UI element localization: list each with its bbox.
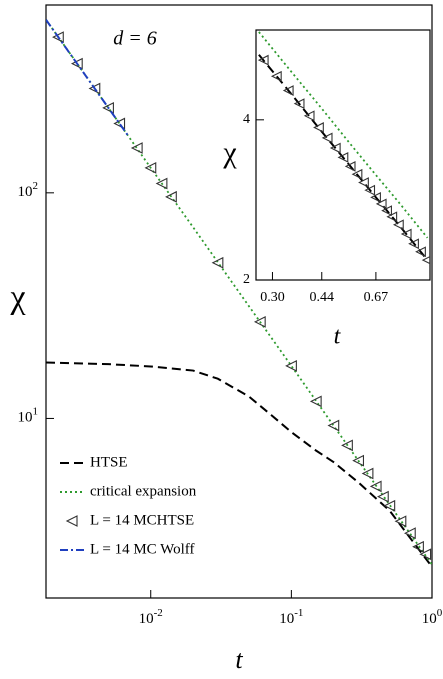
tick-label-base: 0.44 bbox=[310, 290, 335, 305]
x-axis-label: t bbox=[334, 324, 342, 350]
marker bbox=[270, 70, 282, 82]
y-axis-label: χ bbox=[222, 136, 237, 169]
tick-label-base: 10 bbox=[18, 410, 33, 426]
marker bbox=[155, 177, 168, 190]
marker bbox=[309, 395, 322, 408]
marker bbox=[257, 54, 269, 66]
tick-label-exponent: -1 bbox=[294, 607, 303, 619]
tick-label: 0.30 bbox=[260, 290, 285, 305]
marker bbox=[303, 110, 315, 122]
tick-label: 10-2 bbox=[139, 607, 163, 628]
marker bbox=[327, 419, 340, 432]
tick-label-base: 0.30 bbox=[260, 290, 285, 305]
annotation: d = 6 bbox=[113, 28, 157, 50]
marker bbox=[375, 198, 387, 210]
marker bbox=[358, 177, 369, 188]
line-series bbox=[46, 19, 130, 138]
marker bbox=[293, 98, 305, 110]
tick-label-base: 0.67 bbox=[364, 290, 389, 305]
legend-label: L = 14 MC Wolff bbox=[90, 541, 194, 557]
marker bbox=[329, 142, 341, 154]
marker bbox=[364, 184, 376, 196]
marker bbox=[394, 515, 407, 528]
line-series bbox=[258, 31, 429, 239]
tick-label: 102 bbox=[18, 179, 39, 200]
marker bbox=[341, 439, 353, 452]
tick-label-base: 10 bbox=[279, 611, 294, 627]
marker bbox=[282, 85, 294, 96]
marker bbox=[377, 490, 389, 503]
marker bbox=[130, 142, 143, 154]
marker bbox=[70, 57, 83, 70]
legend-marker bbox=[65, 515, 78, 527]
marker bbox=[370, 191, 381, 203]
marker bbox=[337, 151, 349, 163]
marker bbox=[144, 161, 157, 174]
marker bbox=[52, 31, 64, 43]
tick-label: 101 bbox=[18, 405, 39, 426]
y-axis-label: χ bbox=[9, 279, 25, 316]
marker bbox=[412, 540, 424, 553]
marker bbox=[351, 168, 363, 180]
line-series bbox=[258, 54, 429, 261]
marker bbox=[386, 211, 398, 223]
tick-label: 0.67 bbox=[364, 290, 389, 305]
tick-label-exponent: 0 bbox=[437, 607, 443, 619]
marker bbox=[88, 82, 101, 95]
tick-label: 10-1 bbox=[279, 607, 303, 628]
x-axis-label: t bbox=[235, 645, 243, 674]
marker bbox=[392, 219, 404, 231]
marker bbox=[408, 238, 419, 250]
tick-label: 100 bbox=[422, 607, 443, 628]
tick-label-exponent: 1 bbox=[33, 405, 39, 417]
marker bbox=[313, 122, 324, 133]
marker bbox=[419, 548, 432, 561]
tick-label: 0.44 bbox=[310, 290, 335, 305]
tick-label-exponent: 2 bbox=[33, 179, 39, 191]
marker bbox=[321, 132, 333, 144]
marker bbox=[344, 160, 356, 172]
marker bbox=[102, 101, 114, 114]
marker bbox=[381, 205, 392, 217]
tick-label-base: 4 bbox=[243, 112, 250, 127]
marker bbox=[369, 480, 382, 493]
marker bbox=[285, 359, 297, 372]
tick-label: 4 bbox=[243, 112, 250, 127]
marker bbox=[415, 246, 426, 258]
marker bbox=[403, 527, 416, 540]
legend-label: critical expansion bbox=[90, 483, 197, 499]
tick-label: 2 bbox=[243, 272, 250, 287]
marker bbox=[361, 467, 374, 480]
marker bbox=[113, 117, 126, 130]
marker bbox=[352, 454, 365, 467]
marker bbox=[400, 228, 412, 240]
legend-label: HTSE bbox=[90, 454, 128, 470]
marker bbox=[383, 499, 396, 512]
tick-label-base: 10 bbox=[18, 184, 33, 200]
marker bbox=[165, 190, 177, 203]
tick-label-base: 2 bbox=[243, 272, 250, 287]
marker bbox=[253, 315, 266, 328]
legend-label: L = 14 MCHTSE bbox=[90, 512, 194, 528]
marker bbox=[211, 256, 224, 269]
tick-label-exponent: -2 bbox=[154, 607, 163, 619]
tick-label-base: 10 bbox=[422, 611, 437, 627]
tick-label-base: 10 bbox=[139, 611, 154, 627]
marker bbox=[421, 255, 430, 265]
